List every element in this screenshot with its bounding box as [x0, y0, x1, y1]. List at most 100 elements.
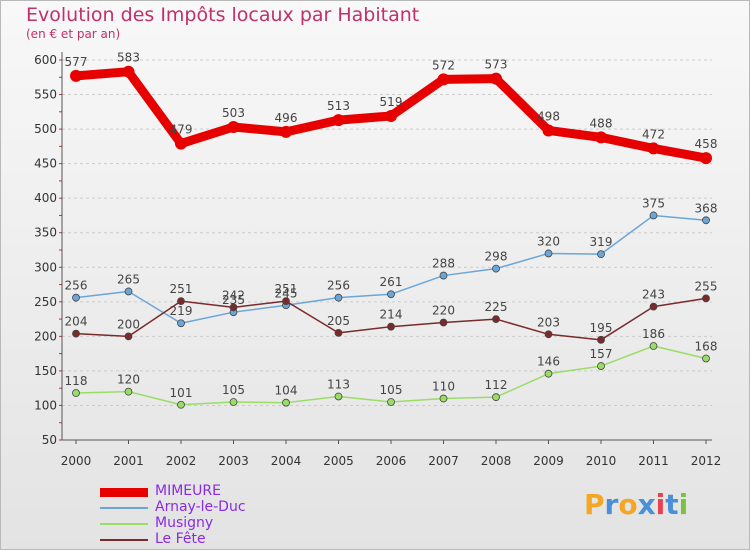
data-point — [282, 297, 290, 306]
data-label: 458 — [695, 137, 718, 151]
data-point — [229, 303, 238, 312]
x-tick-label: 2004 — [271, 454, 302, 468]
data-point — [177, 319, 185, 328]
data-label: 112 — [485, 378, 508, 392]
legend-label: Le Fête — [155, 531, 206, 547]
legend-swatch — [100, 539, 148, 541]
legend-swatch — [100, 487, 148, 497]
logo-letter: o — [618, 488, 638, 521]
logo-letter: i — [678, 488, 689, 521]
data-label: 205 — [327, 314, 350, 328]
data-label: 496 — [275, 111, 298, 125]
data-point — [597, 362, 605, 370]
legend-label: Arnay-le-Duc — [155, 499, 246, 515]
data-point — [439, 394, 448, 403]
y-tick-label: 550 — [34, 88, 57, 102]
data-point — [544, 249, 553, 258]
y-tick-label: 100 — [34, 398, 57, 412]
data-label: 298 — [485, 250, 508, 264]
data-point — [544, 369, 553, 378]
data-point — [437, 73, 450, 86]
data-label: 157 — [590, 347, 613, 361]
proxiti-logo: Proxiti — [584, 488, 688, 521]
data-point — [387, 398, 395, 406]
data-label: 195 — [590, 321, 613, 335]
x-tick-label: 2009 — [533, 454, 564, 468]
data-label: 245 — [275, 286, 298, 300]
y-tick-label: 400 — [34, 191, 57, 205]
data-label: 243 — [642, 288, 665, 302]
data-label: 146 — [537, 355, 560, 369]
data-point — [595, 131, 607, 144]
data-point — [597, 250, 605, 259]
x-tick-label: 2010 — [586, 454, 617, 468]
data-label: 503 — [222, 106, 245, 120]
y-tick-label: 350 — [34, 226, 57, 240]
data-point — [700, 152, 712, 165]
data-label: 120 — [117, 373, 140, 387]
x-tick-label: 2006 — [376, 454, 407, 468]
data-point — [597, 335, 605, 344]
data-point — [229, 398, 238, 406]
logo-letter: P — [584, 488, 605, 521]
data-point — [702, 354, 710, 363]
y-tick-label: 150 — [34, 364, 57, 378]
data-point — [387, 290, 395, 299]
data-point — [124, 387, 133, 396]
data-point — [177, 400, 185, 409]
data-label: 513 — [327, 99, 350, 113]
y-tick-label: 450 — [34, 157, 57, 171]
legend-swatch — [100, 507, 148, 509]
data-point — [542, 124, 555, 137]
data-point — [72, 293, 80, 302]
x-tick-label: 2012 — [691, 454, 722, 468]
data-label: 255 — [695, 279, 718, 293]
data-label: 113 — [327, 377, 350, 391]
data-label: 319 — [590, 235, 613, 249]
data-label: 251 — [170, 282, 193, 296]
data-label: 203 — [537, 315, 560, 329]
data-point — [702, 294, 710, 303]
x-tick-label: 2003 — [218, 454, 249, 468]
data-point — [492, 393, 500, 402]
x-tick-label: 2002 — [166, 454, 197, 468]
data-label: 479 — [170, 123, 193, 137]
data-label: 101 — [170, 386, 193, 400]
x-tick-label: 2008 — [481, 454, 512, 468]
data-point — [385, 109, 397, 122]
data-point — [647, 142, 660, 155]
data-point — [332, 114, 345, 127]
data-label: 472 — [642, 127, 665, 141]
y-tick-label: 200 — [34, 329, 57, 343]
data-point — [387, 322, 395, 331]
y-tick-label: 300 — [34, 260, 57, 274]
legend-label: MIMEURE — [155, 483, 221, 499]
data-label: 320 — [537, 234, 560, 248]
data-point — [490, 72, 502, 85]
data-point — [702, 216, 710, 225]
logo-letter: x — [637, 488, 656, 521]
data-label: 488 — [590, 116, 613, 130]
data-label: 220 — [432, 304, 455, 318]
x-tick-label: 2001 — [113, 454, 144, 468]
data-point — [649, 211, 658, 220]
data-point — [439, 318, 448, 327]
data-label: 200 — [117, 317, 140, 331]
data-point — [649, 302, 658, 311]
data-label: 256 — [327, 279, 350, 293]
data-point — [282, 398, 290, 407]
data-label: 577 — [65, 55, 88, 69]
data-label: 204 — [65, 315, 88, 329]
chart-title: Evolution des Impôts locaux par Habitant — [26, 4, 420, 26]
data-point — [492, 264, 500, 273]
x-tick-label: 2005 — [323, 454, 354, 468]
data-point — [227, 121, 240, 134]
data-label: 219 — [170, 304, 193, 318]
data-label: 118 — [65, 374, 88, 388]
logo-letter: r — [604, 488, 619, 521]
y-tick-label: 500 — [34, 122, 57, 136]
data-label: 168 — [695, 339, 718, 353]
data-label: 235 — [222, 293, 245, 307]
x-tick-label: 2011 — [638, 454, 669, 468]
